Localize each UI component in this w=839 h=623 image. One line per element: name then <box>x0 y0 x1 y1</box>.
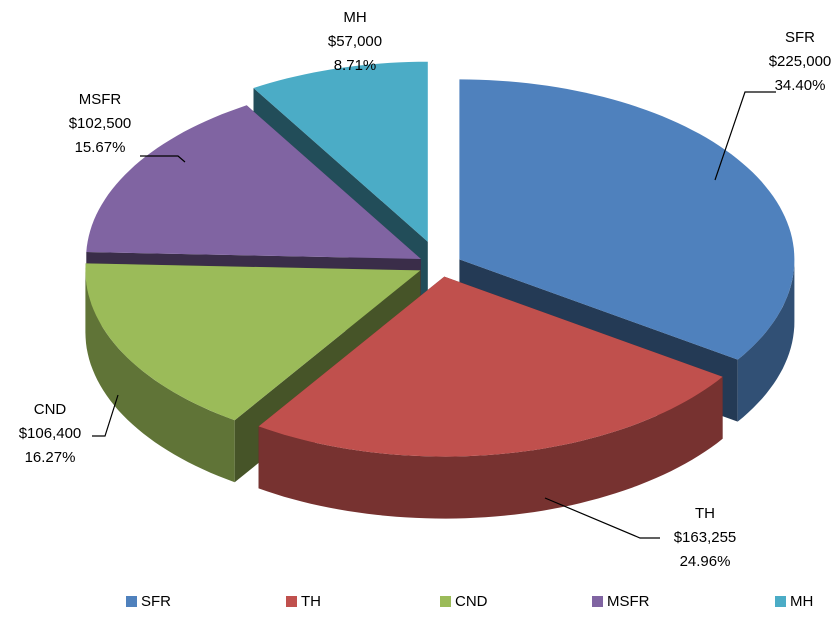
slice <box>85 263 421 421</box>
legend-label: MSFR <box>607 593 650 610</box>
label-percent: 16.27% <box>25 449 76 466</box>
legend-swatch <box>126 596 137 607</box>
slice <box>258 276 723 457</box>
label-name: MH <box>343 9 366 26</box>
label-value: $102,500 <box>69 115 132 132</box>
label-value: $225,000 <box>769 53 832 70</box>
slice-wall <box>258 376 723 519</box>
label-name: MSFR <box>79 91 122 108</box>
data-labels: SFR $225,000 34.40% TH $163,255 24.96% CND $106… <box>19 9 832 570</box>
label-percent: 24.96% <box>680 553 731 570</box>
pie <box>85 61 795 519</box>
legend-swatch <box>440 596 451 607</box>
slice <box>253 61 428 242</box>
leader-line <box>544 497 660 539</box>
legend-label: SFR <box>141 593 171 610</box>
slice-wall <box>85 270 235 483</box>
label-percent: 15.67% <box>75 139 126 156</box>
label-value: $57,000 <box>328 33 382 50</box>
leader-line <box>714 91 776 181</box>
slice-wall <box>737 259 795 422</box>
legend-label: TH <box>301 593 321 610</box>
label-value: $106,400 <box>19 425 82 442</box>
leader-line <box>92 394 119 437</box>
legend-label: MH <box>790 593 813 610</box>
leader-line <box>140 155 186 163</box>
legend: SFR TH CND MSFR MH <box>126 593 813 610</box>
slice <box>459 79 795 360</box>
label-name: CND <box>34 401 67 418</box>
label-name: SFR <box>785 29 815 46</box>
legend-label: CND <box>455 593 488 610</box>
label-value: $163,255 <box>674 529 737 546</box>
label-name: TH <box>695 505 715 522</box>
label-percent: 8.71% <box>334 57 377 74</box>
label-percent: 34.40% <box>775 77 826 94</box>
slice <box>86 105 422 259</box>
legend-swatch <box>286 596 297 607</box>
legend-swatch <box>592 596 603 607</box>
legend-swatch <box>775 596 786 607</box>
